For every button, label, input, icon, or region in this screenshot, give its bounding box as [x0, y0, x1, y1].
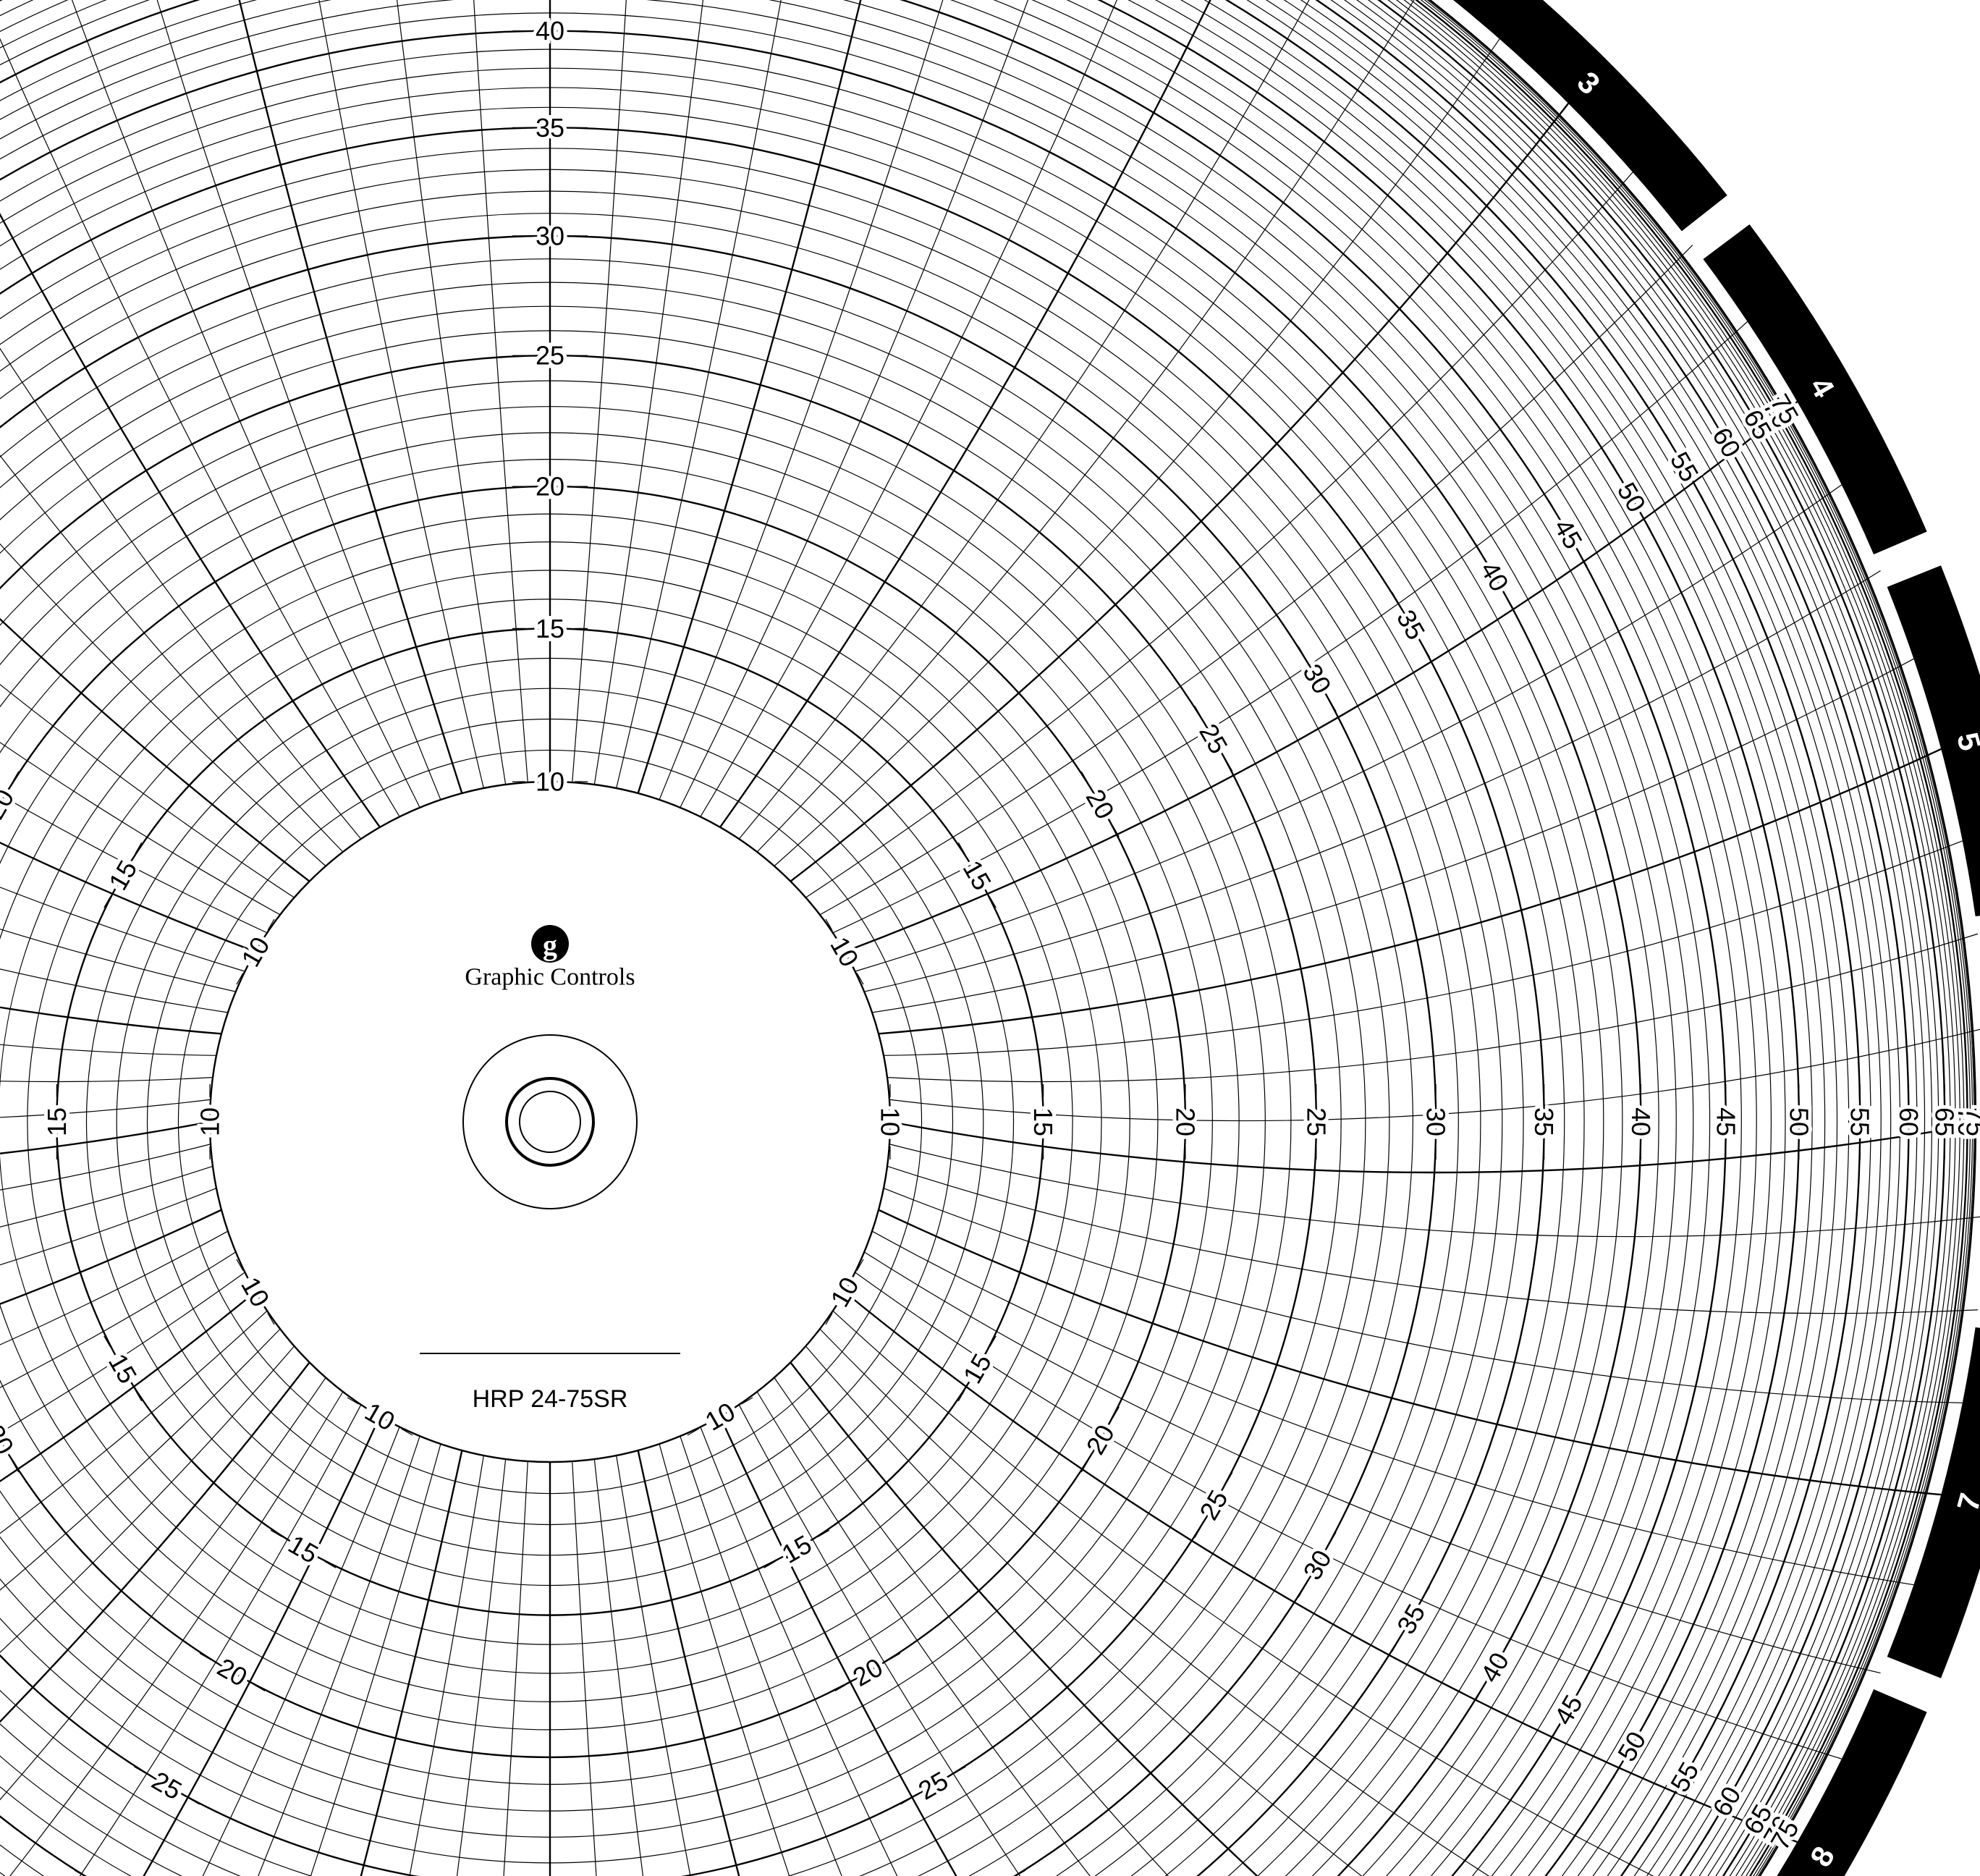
value-label: 40	[1626, 1107, 1656, 1136]
brand-name: Graphic Controls	[465, 964, 635, 991]
value-label: 10	[876, 1107, 905, 1136]
brand-logo-glyph: g	[543, 929, 557, 962]
value-label: 25	[536, 341, 564, 371]
model-number: HRP 24-75SR	[473, 1385, 628, 1413]
value-label: 25	[1301, 1107, 1331, 1136]
value-label: 10	[536, 767, 564, 797]
value-label: 30	[536, 221, 564, 250]
value-label: 15	[42, 1107, 72, 1136]
value-label: 30	[1421, 1107, 1451, 1136]
circular-recorder-chart: MIDNIGHT123456 AM7891011NOON123456 PM789…	[0, 0, 1980, 1876]
value-label: 15	[1028, 1107, 1058, 1136]
value-label: 10	[195, 1107, 225, 1136]
value-label: 40	[536, 16, 564, 46]
value-label: 60	[1894, 1107, 1924, 1136]
value-label: 75	[1961, 1107, 1980, 1136]
value-label: 35	[1529, 1107, 1559, 1136]
value-label: 15	[536, 614, 564, 643]
value-label: 50	[1784, 1107, 1814, 1136]
value-label: 55	[1845, 1107, 1875, 1136]
value-label: 35	[536, 113, 564, 143]
value-label: 45	[1711, 1107, 1740, 1136]
value-label: 20	[1170, 1107, 1200, 1136]
value-label: 20	[536, 472, 564, 502]
